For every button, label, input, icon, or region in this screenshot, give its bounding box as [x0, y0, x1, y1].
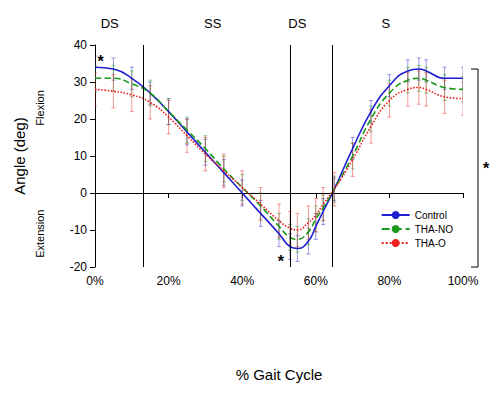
svg-text:20%: 20% [157, 274, 181, 288]
svg-text:Control: Control [415, 210, 447, 221]
svg-text:*: * [278, 253, 285, 270]
svg-text:40: 40 [74, 38, 88, 52]
svg-text:Extension: Extension [34, 210, 46, 258]
svg-text:THA-O: THA-O [415, 238, 446, 249]
svg-text:*: * [483, 160, 490, 177]
svg-text:20: 20 [74, 112, 88, 126]
svg-text:60%: 60% [304, 274, 328, 288]
svg-text:*: * [97, 53, 104, 70]
svg-text:30: 30 [74, 75, 88, 89]
svg-text:DS: DS [288, 16, 306, 31]
svg-text:10: 10 [74, 149, 88, 163]
svg-text:Flexion: Flexion [34, 90, 46, 125]
svg-text:-10: -10 [70, 223, 88, 237]
svg-text:40%: 40% [230, 274, 254, 288]
svg-text:DS: DS [101, 16, 119, 31]
svg-text:% Gait Cycle: % Gait Cycle [236, 366, 323, 383]
svg-text:100%: 100% [448, 274, 479, 288]
svg-text:0%: 0% [86, 274, 104, 288]
svg-text:0: 0 [80, 186, 87, 200]
svg-text:80%: 80% [377, 274, 401, 288]
svg-text:SS: SS [204, 16, 222, 31]
svg-text:S: S [381, 16, 390, 31]
svg-text:THA-NO: THA-NO [415, 224, 454, 235]
svg-text:-20: -20 [70, 260, 88, 274]
svg-text:Angle (deg): Angle (deg) [11, 117, 28, 195]
